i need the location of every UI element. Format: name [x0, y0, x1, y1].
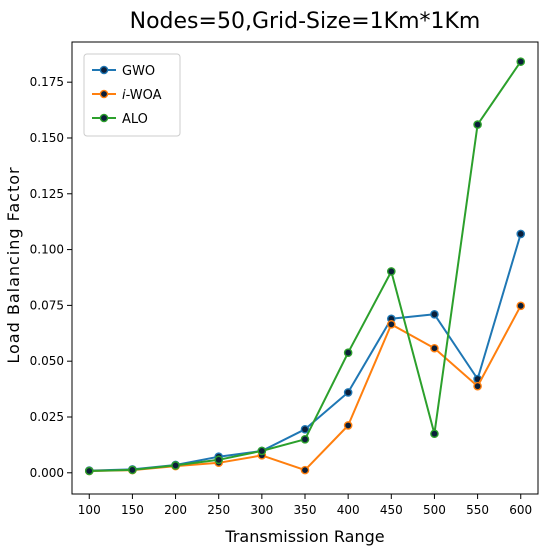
- legend-box: [83, 53, 181, 137]
- legend-label-woa: i-WOA: [122, 88, 162, 103]
- data-point-woa: [386, 320, 396, 329]
- data-point-gwo: [430, 310, 439, 319]
- data-point-alo: [516, 57, 526, 66]
- x-tick-label: 550: [466, 503, 489, 517]
- data-point-alo: [386, 267, 396, 276]
- y-axis-label: Load Balancing Factor: [4, 166, 23, 363]
- y-tick-label: 0.125: [30, 187, 64, 201]
- x-axis-label: Transmission Range: [224, 527, 384, 546]
- x-tick-label: 100: [78, 503, 101, 517]
- legend-label-prefix: i: [122, 88, 126, 103]
- data-point-alo: [300, 435, 310, 444]
- x-tick-label: 250: [207, 503, 230, 517]
- data-point-alo: [430, 429, 439, 439]
- chart-title: Nodes=50,Grid-Size=1Km*1Km: [130, 9, 481, 34]
- data-point-gwo: [300, 424, 310, 434]
- legend-label-hyphen: -: [126, 88, 131, 103]
- data-point-woa: [300, 465, 310, 475]
- legend-marker-alo: [99, 113, 109, 123]
- legend-label-alo: ALO: [122, 112, 148, 127]
- data-point-alo: [257, 446, 267, 456]
- x-tick-label: 400: [337, 503, 360, 517]
- data-point-alo: [128, 465, 137, 475]
- data-point-alo: [343, 348, 353, 358]
- x-tick-label: 300: [250, 503, 273, 517]
- data-point-alo: [84, 466, 94, 476]
- y-tick-label: 0.075: [30, 298, 64, 312]
- x-tick-label: 600: [509, 503, 532, 517]
- data-point-woa: [516, 301, 526, 311]
- x-tick-label: 450: [380, 503, 403, 517]
- data-point-alo: [473, 120, 482, 129]
- y-tick-label: 0.050: [30, 354, 64, 368]
- y-tick-label: 0.100: [30, 243, 64, 257]
- legend-marker-gwo: [99, 65, 109, 75]
- data-point-gwo: [343, 388, 353, 397]
- x-tick-label: 200: [164, 503, 187, 517]
- x-tick-label: 350: [294, 503, 317, 517]
- x-tick-label: 150: [121, 503, 144, 517]
- legend-label-text: GWO: [122, 64, 155, 79]
- data-point-alo: [171, 461, 180, 470]
- plot-area: 100 150 200 250 300 350 400 450 500 550 600 0.000 0.…: [30, 41, 539, 517]
- data-point-woa: [473, 381, 482, 391]
- legend-label-text: ALO: [122, 112, 148, 127]
- y-tick-label: 0.000: [30, 466, 64, 480]
- legend-label-gwo: GWO: [122, 64, 155, 79]
- series-line-woa: [89, 305, 522, 472]
- y-tick-label: 0.175: [30, 75, 64, 89]
- x-tick-label: 500: [423, 503, 446, 517]
- y-tick-label: 0.025: [30, 410, 64, 424]
- data-point-woa: [430, 343, 439, 353]
- data-point-woa: [343, 421, 353, 430]
- legend: GWO i-WOA ALO: [83, 53, 181, 137]
- legend-marker-woa: [99, 89, 109, 99]
- y-tick-label: 0.150: [30, 131, 64, 145]
- data-point-alo: [214, 455, 224, 465]
- data-point-gwo: [516, 229, 526, 239]
- legend-label-text: WOA: [130, 88, 162, 103]
